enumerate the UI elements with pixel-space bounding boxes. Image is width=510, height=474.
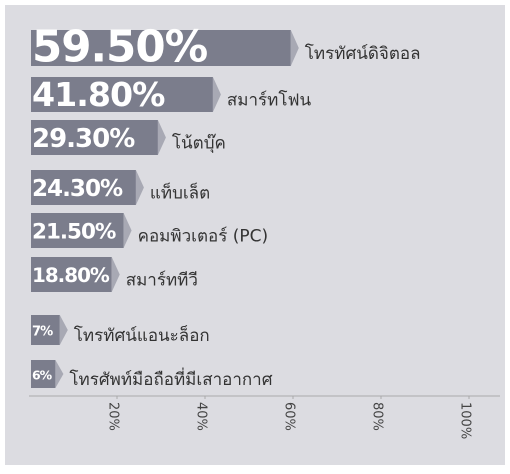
x-tick-label: 60%: [282, 402, 297, 431]
x-tick-label: 80%: [370, 402, 385, 431]
category-label: สมาร์ทโฟน: [227, 90, 312, 111]
x-tick-label: 20%: [106, 402, 121, 431]
bar: [31, 77, 213, 112]
bar-arrow: [290, 30, 299, 66]
bar-arrow: [55, 360, 64, 388]
category-label: โทรทัศน์ดิจิตอล: [305, 43, 421, 64]
value-label: 7%: [32, 325, 53, 340]
bar: [31, 213, 124, 248]
bar: [31, 170, 136, 205]
category-label: โน้ตบุ๊ค: [172, 133, 226, 154]
x-tick-label: 100%: [458, 402, 473, 439]
category-label: โทรทัศน์แอนะล็อก: [74, 324, 210, 346]
bar: [31, 120, 158, 155]
bar: [31, 257, 112, 292]
bar-arrow: [157, 120, 166, 155]
value-label: 21.50%: [32, 220, 116, 245]
bar: [31, 315, 60, 345]
category-label: คอมพิวเตอร์ (PC): [138, 227, 269, 247]
bar-arrow: [123, 213, 132, 248]
bar: [31, 30, 291, 66]
value-label: 6%: [32, 368, 53, 383]
bar-arrow: [135, 170, 144, 205]
value-label: 29.30%: [32, 124, 135, 154]
bar-arrow: [212, 77, 221, 112]
bar: [31, 360, 56, 388]
value-label: 41.80%: [32, 75, 165, 114]
bar-arrow: [59, 315, 68, 345]
category-label: แท็บเล็ต: [150, 182, 210, 204]
category-label: โทรศัพท์มือถือที่มีเสาอากาศ: [69, 367, 272, 390]
bar-arrow: [111, 257, 120, 292]
value-label: 59.50%: [32, 23, 208, 73]
value-label: 24.30%: [32, 176, 123, 202]
category-label: สมาร์ททีวี: [126, 271, 198, 291]
value-label: 18.80%: [32, 264, 110, 287]
x-tick-label: 40%: [194, 402, 209, 431]
